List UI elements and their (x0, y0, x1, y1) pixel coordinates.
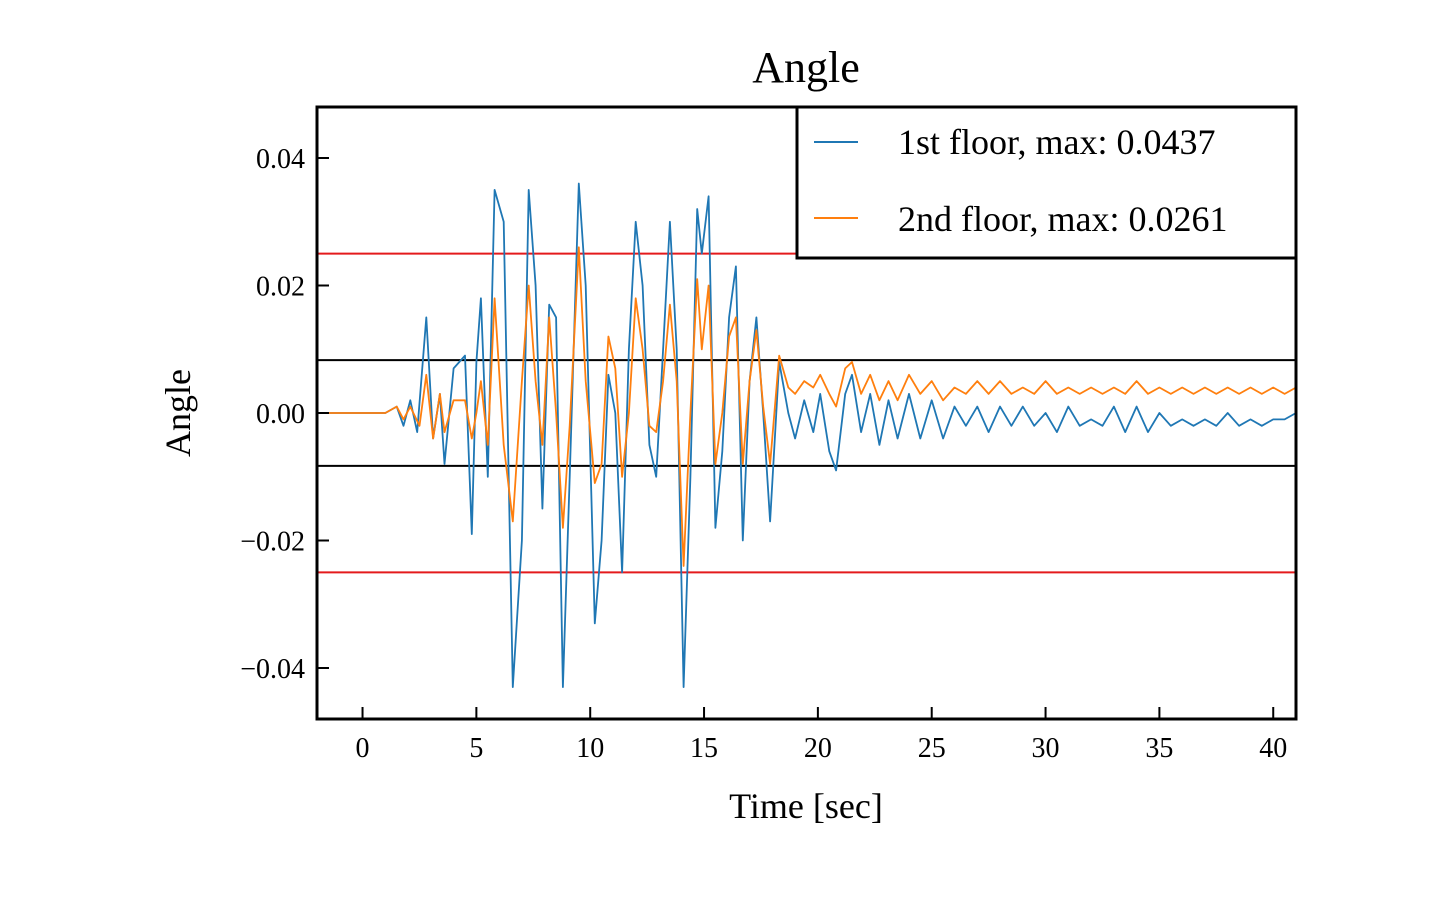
y-tick-label: −0.04 (240, 654, 305, 685)
y-tick-label: −0.02 (240, 527, 305, 558)
x-tick-label: 5 (469, 733, 483, 764)
legend-entry-2: 2nd floor, max: 0.0261 (814, 199, 1228, 239)
y-axis-label: Angle (158, 369, 198, 457)
legend-label: 2nd floor, max: 0.0261 (898, 199, 1228, 239)
x-tick-label: 0 (356, 733, 370, 764)
y-tick-label: 0.00 (256, 399, 305, 430)
x-tick-label: 40 (1259, 733, 1287, 764)
x-axis-ticks: 0 5 10 15 20 25 30 35 40 (356, 707, 1287, 764)
chart-title: Angle (752, 43, 860, 92)
y-axis-ticks: −0.04 −0.02 0.00 0.02 0.04 (240, 144, 329, 685)
x-tick-label: 10 (576, 733, 604, 764)
y-tick-label: 0.02 (256, 272, 305, 303)
legend-entry-1: 1st floor, max: 0.0437 (814, 122, 1216, 162)
x-tick-label: 25 (918, 733, 946, 764)
x-tick-label: 35 (1145, 733, 1173, 764)
legend: 1st floor, max: 0.0437 2nd floor, max: 0… (795, 105, 1298, 260)
y-tick-label: 0.04 (256, 144, 305, 175)
series-lines (317, 182, 1296, 688)
x-tick-label: 15 (690, 733, 718, 764)
legend-label: 1st floor, max: 0.0437 (898, 122, 1216, 162)
reference-lines (317, 252, 1296, 574)
series-line-2 (317, 246, 1296, 567)
x-tick-label: 30 (1032, 733, 1060, 764)
legend-box (795, 105, 1298, 260)
x-axis-label: Time [sec] (729, 786, 883, 826)
x-tick-label: 20 (804, 733, 832, 764)
